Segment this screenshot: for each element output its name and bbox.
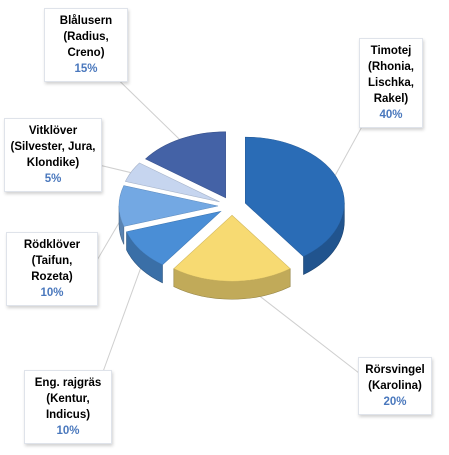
pie-tops	[118, 131, 345, 282]
callout-percent: 15%	[74, 63, 98, 75]
callout-name: Rödklöver	[23, 239, 81, 251]
callout-detail: (Rhonia, Lischka, Rakel)	[367, 61, 415, 105]
callout-percent: 40%	[379, 109, 403, 121]
callout-detail: (Kentur, Indicus)	[45, 393, 91, 421]
slice-blalusern	[145, 131, 226, 199]
slice-eng-rajgras	[126, 210, 222, 266]
callout-vitklover: Vitklöver (Silvester, Jura, Klondike) 5%	[4, 118, 102, 192]
callout-detail: (Taifun, Rozeta)	[31, 255, 73, 283]
callout-detail: (Silvester, Jura, Klondike)	[10, 141, 96, 169]
callout-percent: 5%	[44, 173, 62, 185]
callout-eng-rajgras: Eng. rajgräs (Kentur, Indicus) 10%	[24, 370, 112, 444]
callout-blalusern: Blålusern (Radius, Creno) 15%	[44, 8, 128, 82]
callout-name: Rörsvingel	[365, 364, 425, 376]
callout-name: Blålusern	[59, 15, 113, 27]
slice-timotej	[245, 136, 345, 257]
callout-rorsvingel: Rörsvingel (Karolina) 20%	[358, 357, 432, 415]
callout-name: Vitklöver	[28, 125, 78, 137]
slice-vitklover	[124, 162, 220, 203]
slice-rorsvingel	[173, 214, 291, 282]
callout-percent: 20%	[383, 396, 407, 408]
callout-detail: (Karolina)	[368, 380, 422, 392]
callout-rodklover: Rödklöver (Taifun, Rozeta) 10%	[6, 232, 98, 306]
callout-name: Eng. rajgräs	[34, 377, 102, 389]
callout-detail: (Radius, Creno)	[63, 31, 109, 59]
slice-rodklover	[118, 185, 219, 227]
callout-name: Timotej	[370, 45, 412, 57]
callout-percent: 10%	[56, 425, 80, 437]
callout-percent: 10%	[40, 287, 64, 299]
callout-timotej: Timotej (Rhonia, Lischka, Rakel) 40%	[359, 38, 423, 128]
